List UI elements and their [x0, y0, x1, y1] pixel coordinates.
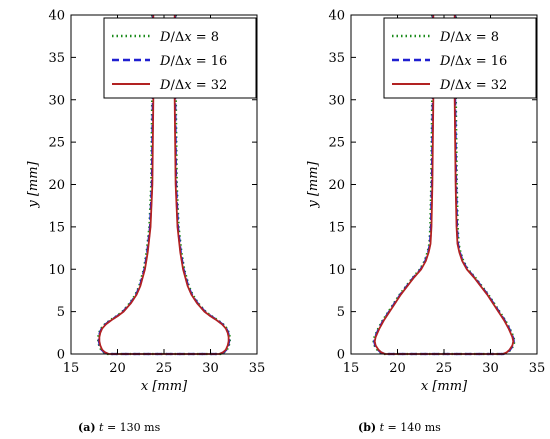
- y-tick-label: 20: [48, 178, 65, 193]
- y-tick-label: 15: [48, 220, 65, 235]
- y-tick-label: 5: [57, 305, 65, 320]
- y-tick-label: 10: [328, 263, 345, 278]
- chart-panel-a: 15 20 25 30 35 0 5 10 15 20 25 30 35 40 x [mm] y [mm] D/…: [26, 9, 265, 395]
- y-tick-label: 30: [48, 93, 65, 108]
- y-tick-label: 0: [337, 348, 345, 363]
- legend: D/Δx = 8 D/Δx = 16 D/Δx = 32: [383, 17, 537, 99]
- y-tick-label: 10: [48, 263, 65, 278]
- x-tick-label: 25: [436, 361, 453, 376]
- x-axis-label: x [mm]: [421, 379, 468, 394]
- x-tick-label: 35: [529, 361, 546, 376]
- legend-label: D/Δx = 8: [439, 30, 499, 45]
- x-tick-label: 30: [202, 361, 219, 376]
- legend-label: D/Δx = 16: [159, 54, 227, 69]
- x-tick-label: 35: [249, 361, 266, 376]
- x-tick-label: 30: [482, 361, 499, 376]
- y-tick-label: 20: [328, 178, 345, 193]
- y-tick-label: 30: [328, 93, 345, 108]
- caption-b-value: = 140 ms: [387, 421, 441, 434]
- x-tick-label: 20: [109, 361, 126, 376]
- y-tick-label: 25: [328, 136, 345, 151]
- chart-panel-b: 15 20 25 30 35 0 5 10 15 20 25 30 35 40 x [mm] y [mm] D/…: [306, 9, 545, 395]
- x-axis-label: x [mm]: [141, 379, 188, 394]
- legend-label: D/Δx = 32: [159, 78, 227, 93]
- y-axis-label: y [mm]: [306, 160, 321, 208]
- y-tick-label: 0: [57, 348, 65, 363]
- y-axis-label: y [mm]: [26, 160, 41, 208]
- y-tick-label: 15: [328, 220, 345, 235]
- y-tick-label: 25: [48, 136, 65, 151]
- caption-a-variable: t: [99, 421, 104, 434]
- legend-label: D/Δx = 8: [159, 30, 219, 45]
- y-tick-label: 5: [337, 305, 345, 320]
- caption-a: (a) t = 130 ms: [78, 421, 160, 434]
- caption-b-variable: t: [379, 421, 385, 434]
- y-tick-label: 40: [328, 9, 345, 24]
- legend: D/Δx = 8 D/Δx = 16 D/Δx = 32: [103, 17, 257, 99]
- caption-a-label: (a): [78, 421, 96, 434]
- y-tick-label: 35: [48, 51, 65, 66]
- legend-label: D/Δx = 32: [439, 78, 507, 93]
- x-tick-label: 25: [156, 361, 173, 376]
- caption-a-value: = 130 ms: [106, 421, 161, 434]
- y-tick-label: 40: [48, 9, 65, 24]
- x-tick-label: 20: [389, 361, 406, 376]
- legend-label: D/Δx = 16: [439, 54, 507, 69]
- x-tick-label: 15: [63, 361, 80, 376]
- caption-b: (b) t = 140 ms: [358, 421, 441, 434]
- y-tick-label: 35: [328, 51, 345, 66]
- x-tick-label: 15: [343, 361, 360, 376]
- caption-b-label: (b): [358, 421, 377, 434]
